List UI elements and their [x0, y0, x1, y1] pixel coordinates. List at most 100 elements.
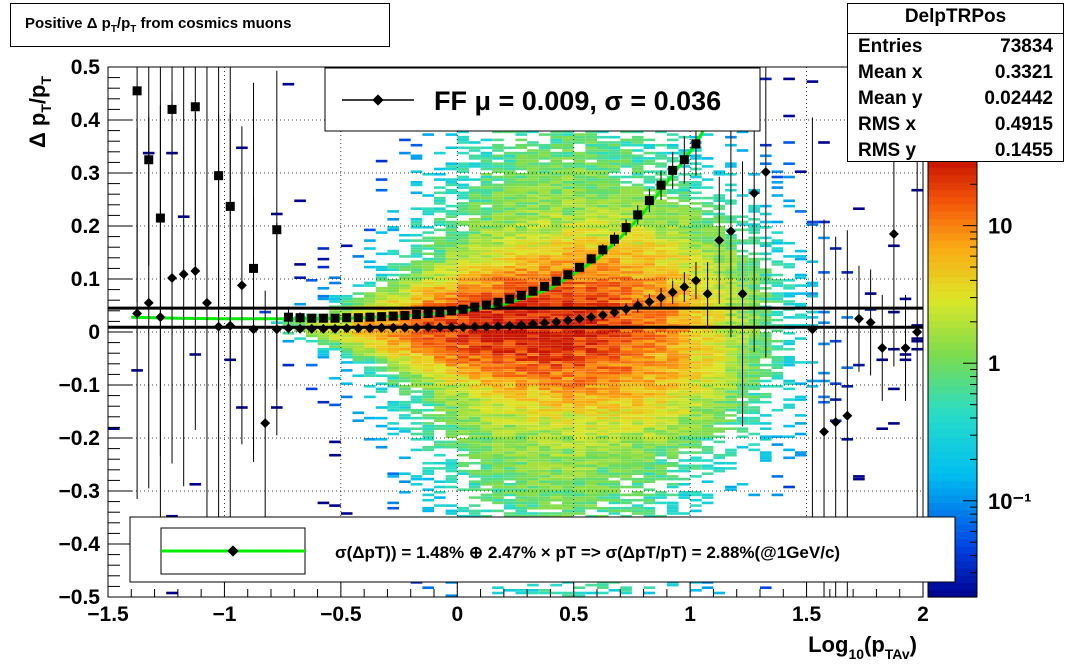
- heat-cell: [597, 226, 609, 229]
- heat-cell: [480, 345, 493, 348]
- heat-cell: [527, 188, 539, 192]
- heat-cell: [492, 467, 504, 470]
- heat-cell: [573, 451, 586, 454]
- heat-cell: [550, 504, 562, 507]
- heat-cell: [713, 358, 725, 362]
- heat-cell: [538, 175, 551, 179]
- heat-cell: [538, 337, 551, 340]
- heat-cell: [527, 170, 539, 173]
- heat-cell: [585, 146, 597, 150]
- heat-cell: [457, 392, 469, 396]
- heat-cell: [794, 422, 807, 425]
- heat-cell: [678, 467, 691, 470]
- heat-cell: [631, 353, 644, 356]
- heat-cell: [608, 371, 621, 375]
- heat-cell: [515, 178, 528, 181]
- heat-cell: [527, 369, 539, 372]
- heat-cell: [550, 377, 562, 380]
- heat-cell: [562, 496, 574, 499]
- heat-cell: [503, 467, 516, 470]
- heat-cell: [457, 387, 469, 391]
- heat-cell: [434, 268, 446, 271]
- heat-cell: [597, 241, 609, 245]
- heat-cell: [620, 186, 632, 189]
- heat-cell: [375, 287, 388, 290]
- heat-cell: [468, 247, 481, 250]
- data-markers: [132, 86, 923, 437]
- heat-cell: [620, 469, 632, 473]
- heat-cell: [713, 419, 725, 422]
- heat-cell: [701, 244, 714, 248]
- heat-cell: [643, 236, 656, 240]
- heat-cell: [585, 504, 597, 507]
- heat-cell: [527, 255, 539, 258]
- heat-cell: [340, 334, 353, 338]
- heat-cell: [701, 403, 714, 407]
- heat-cell: [503, 220, 516, 224]
- heat-cell: [492, 448, 504, 452]
- heat-cell: [538, 416, 551, 420]
- heat-cell: [643, 271, 656, 274]
- heat-cell: [422, 385, 434, 388]
- heat-cell: [562, 212, 574, 216]
- heat-cell: [457, 210, 469, 213]
- heat-cell: [550, 438, 562, 441]
- heat-cell: [434, 374, 446, 377]
- heat-cell: [666, 350, 679, 354]
- heat-cell: [620, 430, 632, 433]
- heat-cell: [329, 276, 341, 279]
- heat-cell: [515, 491, 528, 494]
- heat-cell: [701, 228, 714, 232]
- heat-cell: [562, 591, 574, 595]
- heat-cell: [538, 443, 551, 446]
- heat-cell: [631, 443, 644, 446]
- heat-cell: [527, 411, 539, 415]
- heat-cell: [725, 387, 737, 391]
- heat-cell: [585, 448, 597, 452]
- heat-cell: [515, 453, 528, 457]
- heat-cell: [573, 165, 586, 168]
- heat-cell: [678, 445, 691, 449]
- heat-cell: [375, 334, 388, 338]
- heat-cell: [585, 408, 597, 412]
- heat-cell: [585, 485, 597, 489]
- data-point-square: [295, 313, 305, 323]
- heat-cell: [620, 467, 632, 470]
- data-point-square: [540, 281, 550, 291]
- heat-cell: [527, 310, 539, 314]
- heat-cell: [503, 448, 516, 452]
- heat-cell: [503, 204, 516, 208]
- heat-cell: [538, 310, 551, 314]
- heat-cell: [503, 241, 516, 245]
- heat-cell: [585, 501, 597, 505]
- heat-cell: [538, 387, 551, 391]
- heat-cell: [538, 207, 551, 210]
- heat-cell: [597, 366, 609, 369]
- heat-cell: [573, 408, 586, 412]
- heat-cell: [550, 591, 562, 595]
- heat-cell: [783, 302, 795, 306]
- heat-cell: [527, 263, 539, 266]
- heat-cell: [468, 440, 481, 444]
- heat-cell: [573, 151, 586, 155]
- heat-cell: [434, 273, 446, 277]
- heat-cell: [771, 347, 784, 351]
- heat-cell: [503, 165, 516, 168]
- heat-cell: [480, 279, 493, 282]
- heat-cell: [480, 194, 493, 197]
- heat-cell: [387, 361, 399, 364]
- heat-cell: [422, 355, 434, 359]
- heat-cell: [480, 424, 493, 428]
- heat-cell: [492, 268, 504, 271]
- heat-cell: [538, 411, 551, 415]
- heat-cell: [340, 321, 353, 324]
- heat-cell: [771, 374, 784, 377]
- heat-cell: [655, 390, 667, 393]
- heat-cell: [701, 239, 714, 242]
- heat-cell: [562, 483, 574, 486]
- heat-cell: [538, 392, 551, 396]
- heat-cell: [445, 467, 458, 470]
- heat-cell: [410, 395, 423, 399]
- heat-cell: [573, 366, 586, 369]
- heat-cell: [422, 297, 434, 301]
